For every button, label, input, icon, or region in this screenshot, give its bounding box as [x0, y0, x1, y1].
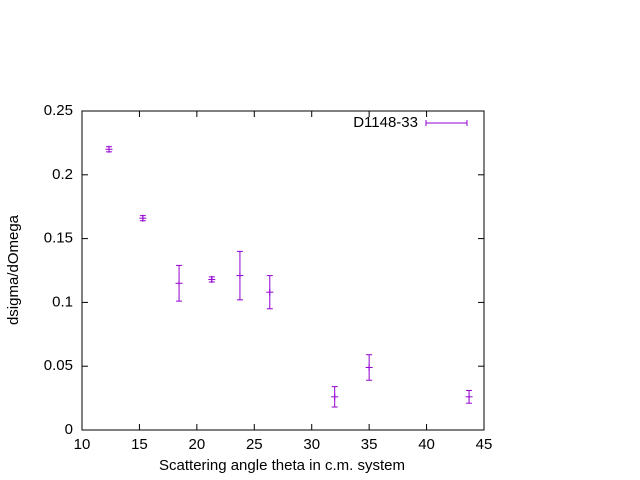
- y-tick-label: 0.05: [44, 357, 73, 374]
- error-point: [236, 250, 244, 301]
- y-tick-label: 0.1: [52, 293, 73, 310]
- y-tick-label: 0: [65, 421, 73, 438]
- error-point: [105, 145, 113, 153]
- y-tick-label: 0.25: [44, 102, 73, 119]
- legend-label: D1148-33: [353, 114, 418, 131]
- x-tick-label: 40: [418, 436, 435, 453]
- y-axis-label: dsigma/dOmega: [5, 214, 22, 325]
- x-tick-label: 15: [131, 436, 148, 453]
- error-point: [139, 214, 147, 222]
- error-point: [331, 386, 339, 408]
- x-tick-label: 30: [303, 436, 320, 453]
- x-tick-label: 35: [361, 436, 378, 453]
- error-point: [365, 354, 373, 381]
- y-tick-label: 0.2: [52, 166, 73, 183]
- y-tick-label: 0.15: [44, 230, 73, 247]
- x-tick-label: 25: [246, 436, 263, 453]
- x-axis-label: Scattering angle theta in c.m. system: [159, 457, 405, 474]
- x-tick-label: 20: [189, 436, 206, 453]
- error-point: [465, 389, 473, 404]
- x-tick-label: 10: [74, 436, 91, 453]
- plot-frame: [81, 110, 485, 431]
- error-point: [175, 264, 183, 302]
- error-point: [266, 275, 274, 310]
- x-tick-label: 45: [476, 436, 493, 453]
- error-point: [208, 275, 216, 283]
